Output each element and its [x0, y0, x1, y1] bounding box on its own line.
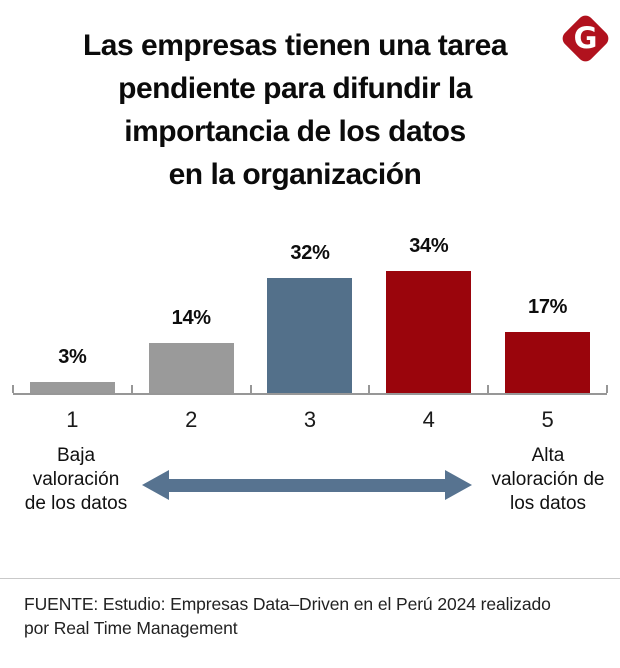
bar-column-5: 17%: [488, 228, 607, 393]
category-label-4: 4: [422, 407, 435, 432]
category-label-1: 1: [66, 407, 79, 432]
bar-2: [148, 343, 234, 393]
bar-value-label: 14%: [171, 307, 211, 329]
bar-value-label: 17%: [528, 296, 568, 318]
axis-tick: [487, 385, 490, 393]
axis-tick: [606, 385, 608, 393]
bar-5: [505, 332, 591, 393]
bar-value-label: 3%: [58, 346, 87, 368]
category-row: 1 2 3 4 5: [13, 407, 607, 433]
double-arrow-icon: [142, 470, 472, 500]
bar-column-2: 14%: [132, 228, 251, 393]
bar-area: 3% 14% 32% 34% 17%: [12, 228, 608, 395]
bar-1: [29, 382, 115, 393]
axis-tick: [368, 385, 371, 393]
low-valuation-label: Baja valoración de los datos: [24, 445, 128, 514]
bar-column-4: 34%: [369, 228, 488, 393]
axis-tick: [12, 385, 14, 393]
category-label-5: 5: [541, 407, 554, 432]
axis-tick: [130, 385, 133, 393]
arrow-head-left: [142, 470, 169, 500]
bar-4: [386, 271, 472, 393]
bar-value-label: 34%: [409, 235, 449, 257]
category-label-3: 3: [303, 407, 317, 432]
brand-logo: G: [559, 12, 612, 65]
page-title: Las empresas tienen una tarea pendiente …: [82, 29, 508, 191]
bar-3: [267, 278, 353, 393]
high-valuation-label: Alta valoración de los datos: [491, 445, 605, 514]
bar-column-1: 3%: [13, 228, 132, 393]
arrow-shaft: [169, 478, 445, 492]
arrow-head-right: [445, 470, 472, 500]
bar-value-label: 32%: [290, 242, 330, 264]
axis-tick: [249, 385, 252, 393]
bar-column-3: 32%: [251, 228, 370, 393]
logo-letter: G: [573, 20, 598, 55]
category-label-2: 2: [185, 407, 198, 432]
source-text: FUENTE: Estudio: Empresas Data–Driven en…: [24, 594, 551, 638]
footer-divider: [0, 578, 620, 579]
